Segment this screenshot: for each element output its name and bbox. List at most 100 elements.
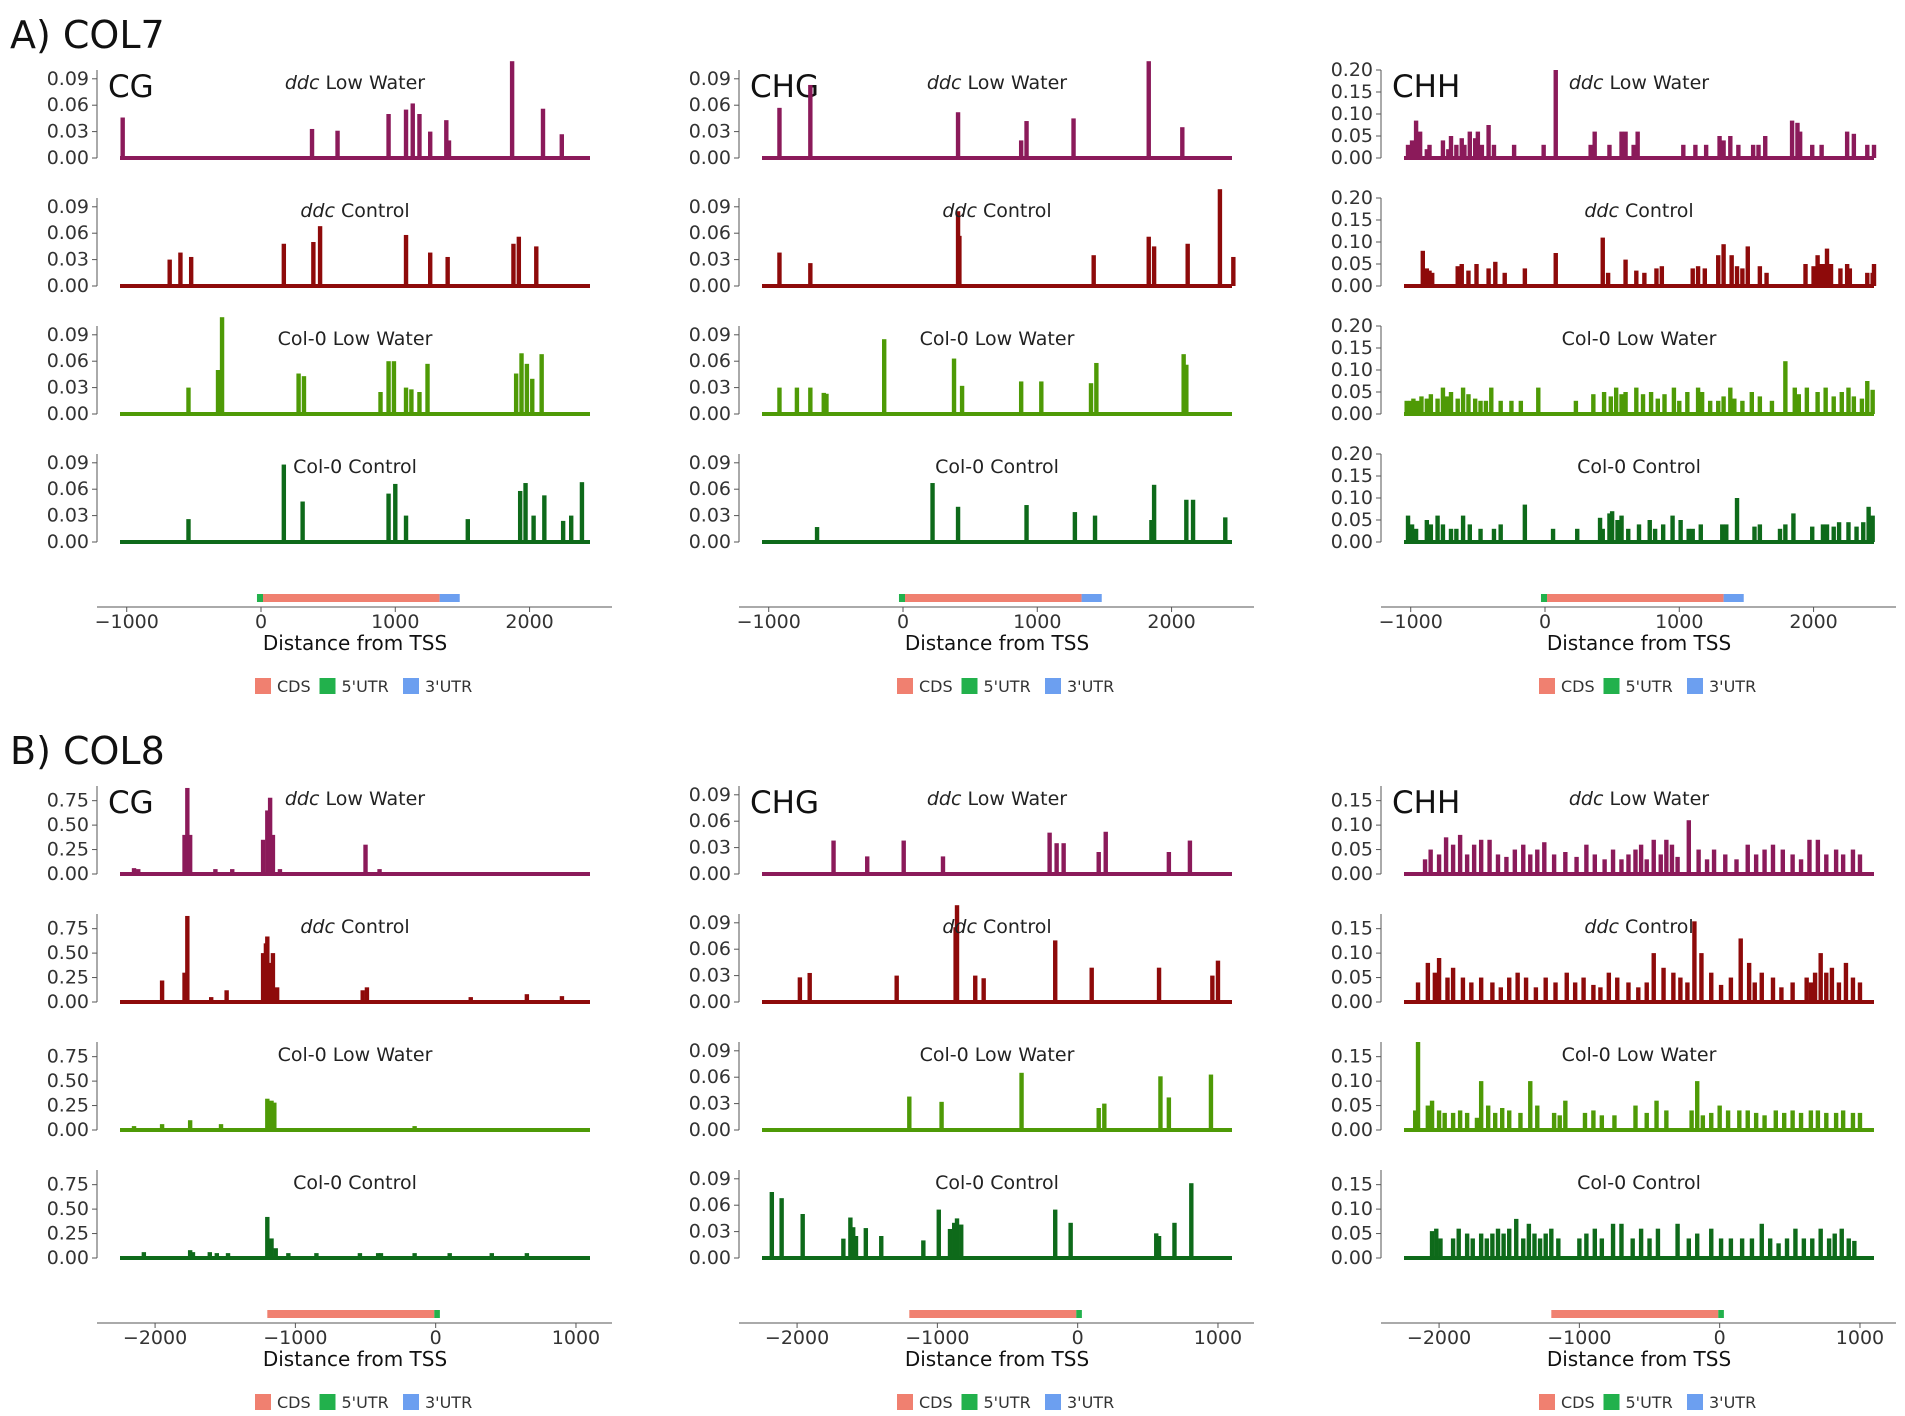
y-tick-label: 0.03 xyxy=(689,1093,731,1115)
panel-col-0-low-water: 0.150.10 0.050.00 Col-0 Low Water xyxy=(1331,1042,1874,1141)
methylation-bar xyxy=(1644,982,1649,1002)
methylation-bar xyxy=(777,387,782,414)
methylation-bar xyxy=(1655,1228,1661,1258)
y-tick-label: 0.00 xyxy=(689,531,731,553)
methylation-bar xyxy=(777,252,782,286)
methylation-bar xyxy=(1792,387,1797,414)
methylation-bar xyxy=(1810,1238,1815,1258)
y-tick-label: 0.10 xyxy=(1331,1070,1373,1092)
panel-label: Col-0 Control xyxy=(1577,456,1701,478)
methylation-bar xyxy=(1829,967,1835,1002)
methylation-bar xyxy=(1857,982,1863,1002)
methylation-bar xyxy=(1190,499,1196,542)
methylation-bar xyxy=(141,1252,147,1258)
methylation-bar xyxy=(1745,844,1750,874)
methylation-bar xyxy=(1654,268,1659,286)
methylation-bar xyxy=(1577,1238,1582,1258)
methylation-bar xyxy=(1757,396,1763,414)
panel-col-0-control: 0.150.10 0.050.00 Col-0 Control xyxy=(1331,1170,1874,1269)
panel-label: ddc Low Water xyxy=(285,788,425,810)
panel-col-0-control: 0.750.50 0.250.00 Col-0 Control xyxy=(47,1170,590,1269)
methylation-bar xyxy=(955,506,961,542)
condition-text: Control xyxy=(1619,916,1694,938)
methylation-bar xyxy=(947,1228,953,1258)
methylation-bar xyxy=(973,975,978,1002)
methylation-bar xyxy=(136,869,141,874)
methylation-bar xyxy=(1581,977,1586,1002)
methylation-bar xyxy=(225,1253,231,1258)
x-tick-label: −1000 xyxy=(737,611,801,633)
methylation-bar xyxy=(1784,1238,1790,1258)
methylation-bar xyxy=(1445,977,1450,1002)
methylation-bar xyxy=(1709,972,1714,1002)
legend-swatch-cds xyxy=(897,1394,913,1410)
methylation-bar xyxy=(185,787,190,874)
y-tick-label: 0.09 xyxy=(47,324,89,346)
methylation-bar xyxy=(1807,839,1812,874)
methylation-bar xyxy=(1436,854,1442,874)
methylation-bar xyxy=(1626,528,1631,542)
methylation-bar xyxy=(779,1198,784,1258)
methylation-bar xyxy=(959,385,965,414)
methylation-bar xyxy=(1850,1112,1856,1130)
methylation-bar xyxy=(1495,854,1501,874)
methylation-bar xyxy=(1654,1100,1659,1130)
methylation-bar xyxy=(1847,268,1853,286)
methylation-bar xyxy=(1623,259,1628,286)
y-tick-label: 0.06 xyxy=(689,350,731,372)
methylation-bar xyxy=(1102,1103,1107,1130)
methylation-bar xyxy=(403,387,409,414)
panel-label: Col-0 Control xyxy=(293,456,417,478)
methylation-bar xyxy=(1146,236,1151,286)
x-tick-label: −1000 xyxy=(1379,611,1443,633)
panel-baseline xyxy=(762,1000,1232,1004)
methylation-bar xyxy=(1623,131,1628,158)
methylation-bar xyxy=(1424,520,1430,542)
methylation-bar xyxy=(559,134,564,158)
methylation-bar xyxy=(1094,362,1099,414)
context-title: CG xyxy=(108,785,154,821)
methylation-bar xyxy=(1068,1222,1073,1258)
y-tick-label: 0.15 xyxy=(1331,918,1373,940)
methylation-bar xyxy=(1699,953,1704,1002)
methylation-bar xyxy=(1808,1110,1814,1130)
y-tick-label: 0.06 xyxy=(689,94,731,116)
methylation-bar xyxy=(1753,854,1759,874)
y-tick-label: 0.03 xyxy=(47,377,89,399)
x-tick-label: −1000 xyxy=(905,1327,969,1349)
legend-label: 3'UTR xyxy=(1709,1393,1756,1412)
panel-baseline xyxy=(762,156,1232,160)
methylation-bar xyxy=(311,242,316,286)
genotype-italic: ddc xyxy=(300,916,335,938)
x-tick-label: 1000 xyxy=(1655,611,1703,633)
methylation-bar xyxy=(1745,1110,1750,1130)
methylation-bar xyxy=(444,120,449,158)
gene-model xyxy=(1551,1310,1724,1318)
legend-swatch-3-utr xyxy=(403,1394,419,1410)
y-tick-label: 0.03 xyxy=(689,837,731,859)
methylation-bar xyxy=(1450,844,1456,874)
methylation-bar xyxy=(1619,131,1624,158)
methylation-bar xyxy=(1490,1233,1495,1258)
methylation-bar xyxy=(1420,250,1425,286)
panel-baseline xyxy=(120,412,590,416)
methylation-bar xyxy=(1478,400,1483,414)
methylation-bar xyxy=(403,515,409,542)
methylation-bar xyxy=(314,1253,319,1258)
y-tick-label: 0.06 xyxy=(47,94,89,116)
methylation-bar xyxy=(1434,1228,1439,1258)
panel-label: Col-0 Low Water xyxy=(278,328,433,350)
methylation-bar xyxy=(1535,849,1540,874)
panel-baseline xyxy=(1404,284,1874,288)
legend-label: 3'UTR xyxy=(1067,1393,1114,1412)
methylation-bar xyxy=(1543,1233,1548,1258)
methylation-bar xyxy=(821,392,826,414)
y-tick-label: 0.20 xyxy=(1331,59,1373,81)
methylation-bar xyxy=(1662,394,1667,414)
methylation-bar xyxy=(831,840,836,874)
y-tick-label: 0.09 xyxy=(689,912,731,934)
methylation-bar xyxy=(207,1252,212,1258)
methylation-bar xyxy=(807,972,812,1002)
methylation-bar xyxy=(1780,849,1786,874)
